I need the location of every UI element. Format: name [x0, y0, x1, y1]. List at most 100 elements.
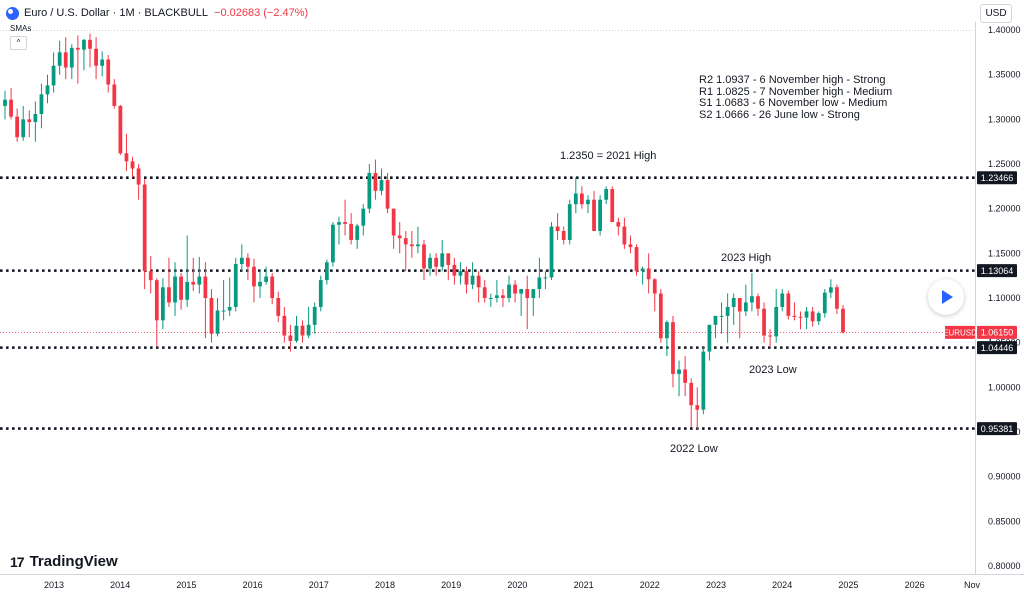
chart-border	[0, 22, 1024, 575]
candle-body	[634, 247, 639, 272]
candle	[507, 275, 511, 303]
chevron-up-icon[interactable]: ^	[10, 36, 27, 50]
candle	[592, 190, 596, 231]
candle-body	[276, 298, 281, 316]
last-price-tag	[977, 325, 1017, 339]
price-axis[interactable]: 1.40000 1.35000 1.30000 1.25000 1.20000 1.150…	[988, 25, 1021, 571]
candle-body	[774, 306, 779, 337]
candle	[88, 33, 92, 68]
level-tag	[977, 171, 1017, 185]
candle	[15, 108, 20, 142]
candle	[118, 105, 123, 156]
candle	[658, 289, 663, 343]
candle-body	[15, 116, 20, 138]
level-tag-label: 0.95381	[981, 424, 1014, 434]
candle-body	[543, 277, 548, 279]
candle-body	[397, 235, 402, 239]
time-tick-label: 2023	[706, 580, 726, 590]
candle	[780, 289, 785, 312]
candle-body	[373, 172, 378, 191]
candle-body	[841, 308, 845, 333]
candle	[470, 262, 475, 290]
candle-body	[69, 47, 74, 68]
candle-body	[9, 99, 13, 117]
candle	[191, 257, 196, 291]
symbol-title: Euro / U.S. Dollar · 1M · BLACKBULL	[24, 7, 209, 19]
play-icon[interactable]	[928, 279, 964, 315]
candle-body	[586, 199, 590, 205]
candle	[798, 311, 803, 330]
candle	[543, 271, 548, 290]
candle	[695, 387, 700, 430]
candle	[634, 244, 639, 276]
candle	[713, 315, 718, 339]
time-axis[interactable]: 2013 2014 2015 2016 2017 2018 2019 2020 2021 2022…	[44, 580, 981, 590]
price-tick-label: 1.15000	[988, 248, 1021, 258]
candle	[573, 177, 578, 214]
candle-body	[525, 289, 530, 298]
candle-body	[130, 161, 135, 169]
candle	[312, 302, 317, 334]
candle-body	[822, 292, 827, 314]
candle	[707, 324, 712, 361]
candle-body	[665, 322, 669, 339]
candle	[385, 172, 390, 214]
candle	[567, 199, 572, 245]
candle	[737, 298, 742, 339]
candle	[725, 293, 730, 343]
candle	[841, 305, 845, 334]
level-tag	[977, 341, 1017, 355]
candle-body	[154, 280, 159, 321]
candle	[494, 280, 499, 303]
price-change: −0.02683 (−2.47%)	[214, 7, 309, 19]
time-tick-label: 2017	[309, 580, 329, 590]
candle	[337, 216, 341, 245]
candle-body	[513, 284, 517, 294]
candle-body	[580, 193, 584, 205]
candle	[549, 222, 554, 281]
time-tick-label: 2025	[838, 580, 858, 590]
time-tick-label: 2021	[574, 580, 594, 590]
candle-body	[452, 264, 457, 276]
candle	[828, 279, 833, 298]
candle-body	[185, 281, 190, 300]
level-line-r2: R2 1.0937 - 6 November high - Strong	[699, 74, 886, 86]
candle-body	[246, 257, 250, 267]
candle-body	[124, 153, 129, 162]
indicator-label[interactable]: SMAs	[10, 24, 32, 33]
candle-body	[561, 231, 566, 240]
candle-body	[264, 276, 268, 282]
candle	[756, 293, 760, 316]
candle	[525, 275, 530, 330]
candle-body	[148, 271, 153, 281]
candle-body	[337, 222, 341, 225]
candle-body	[458, 271, 463, 276]
price-tags: 1.23466 1.13064 1.04446 0.95381 EURUSD 1.0615…	[943, 171, 1017, 436]
candle	[379, 168, 384, 196]
candle	[197, 256, 202, 294]
candle-body	[312, 306, 317, 325]
candle	[239, 244, 244, 272]
candle	[75, 35, 80, 84]
candle-body	[51, 65, 56, 86]
candle	[652, 278, 657, 312]
candle-body	[252, 266, 256, 287]
candle-body	[106, 59, 111, 85]
candle-body	[75, 47, 80, 50]
candle-body	[488, 298, 493, 299]
candle-body	[628, 244, 633, 248]
candle	[403, 231, 408, 272]
candle-body	[161, 287, 165, 321]
candle	[416, 226, 420, 254]
chart-legend-header[interactable]: Euro / U.S. Dollar · 1M · BLACKBULL −0.0…	[6, 5, 308, 21]
candle-body	[756, 296, 760, 309]
candle	[185, 235, 190, 307]
tradingview-logo[interactable]: 17 TradingView	[10, 553, 118, 570]
candle	[246, 253, 250, 281]
candle	[646, 253, 651, 294]
candle	[531, 289, 536, 316]
horizontal-levels	[0, 176, 975, 430]
candle-body	[3, 99, 7, 106]
currency-button[interactable]: USD	[980, 4, 1012, 23]
